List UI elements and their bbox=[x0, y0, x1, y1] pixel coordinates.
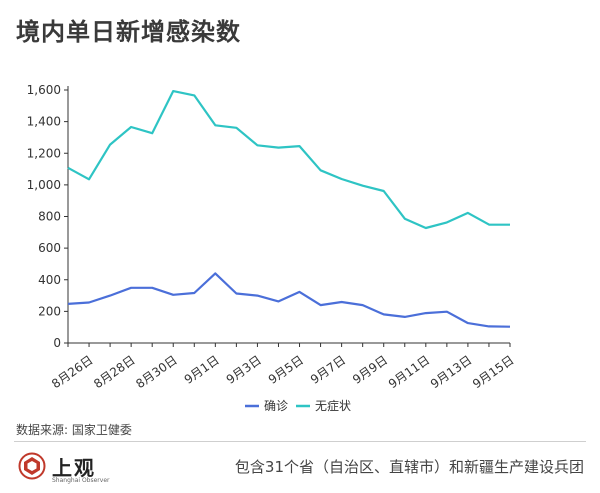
logo-subtitle: Shanghai Observer bbox=[52, 477, 110, 484]
data-source: 数据来源: 国家卫健委 bbox=[16, 423, 132, 437]
page-title: 境内单日新增感染数 bbox=[16, 18, 241, 46]
legend: 确诊 无症状 bbox=[245, 398, 351, 413]
y-tick-label: 1,400 bbox=[27, 115, 61, 129]
y-tick-label: 1,200 bbox=[27, 146, 61, 160]
x-tick-label: 8月28日 bbox=[91, 353, 137, 391]
y-tick-label: 800 bbox=[38, 210, 61, 224]
footnote: 包含31个省（自治区、直辖市）和新疆生产建设兵团 bbox=[234, 458, 584, 476]
y-tick-label: 200 bbox=[38, 304, 61, 318]
y-tick-label: 1,600 bbox=[27, 83, 61, 97]
y-tick-label: 600 bbox=[38, 241, 61, 255]
legend-label: 无症状 bbox=[315, 398, 351, 413]
x-tick-label: 9月15日 bbox=[470, 353, 516, 391]
shanghai-observer-logo-icon bbox=[18, 452, 46, 480]
y-tick-label: 0 bbox=[53, 336, 61, 350]
series-line-1 bbox=[67, 272, 511, 328]
x-tick-label: 8月30日 bbox=[133, 353, 179, 391]
x-tick-label: 9月3日 bbox=[224, 353, 264, 387]
x-tick-label: 9月7日 bbox=[308, 353, 348, 387]
x-tick-label: 9月9日 bbox=[350, 353, 390, 387]
series-layer bbox=[67, 89, 511, 328]
logo: 上观 Shanghai Observer bbox=[14, 448, 134, 488]
y-tick-label: 400 bbox=[38, 273, 61, 287]
legend-label: 确诊 bbox=[264, 399, 288, 413]
divider bbox=[14, 441, 586, 442]
y-tick-label: 1,000 bbox=[27, 178, 61, 192]
x-tick-label: 8月26日 bbox=[49, 353, 95, 391]
logo-name: 上观 bbox=[52, 456, 96, 480]
x-tick-label: 9月11日 bbox=[386, 353, 432, 391]
x-tick-label: 9月5日 bbox=[266, 353, 306, 387]
x-tick-label: 9月13日 bbox=[428, 353, 474, 391]
series-line-2 bbox=[67, 89, 511, 230]
x-tick-label: 9月1日 bbox=[182, 353, 222, 387]
y-axis: 0 200 400 600 800 1,000 1,200 1,400 1,600 bbox=[27, 83, 69, 350]
